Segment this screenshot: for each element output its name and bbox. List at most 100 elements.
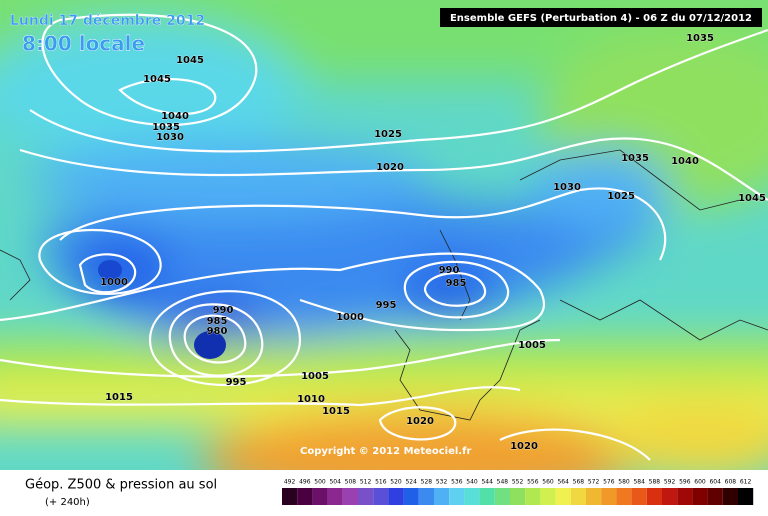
isobar-label: 1030 — [156, 132, 184, 143]
isobar-label: 1045 — [143, 74, 171, 85]
scale-swatch — [494, 488, 510, 505]
scale-swatch — [692, 488, 708, 505]
isobar-label: 1000 — [336, 312, 364, 323]
scale-swatch — [722, 488, 738, 505]
scale-label: 536 — [451, 479, 463, 486]
scale-swatch — [570, 488, 586, 505]
scale-swatch — [449, 488, 465, 505]
scale-label: 564 — [557, 479, 569, 486]
isobar-label: 1020 — [510, 441, 538, 452]
scale-swatch — [282, 488, 298, 505]
isobar-label: 1040 — [161, 111, 189, 122]
isobar-label: 1025 — [607, 191, 635, 202]
isobar-label: 1015 — [105, 392, 133, 403]
scale-swatch — [601, 488, 617, 505]
isobar-label: 1005 — [301, 371, 329, 382]
isobar-label: 1035 — [686, 33, 714, 44]
scale-label: 600 — [694, 479, 706, 486]
scale-swatch — [586, 488, 602, 505]
scale-label: 500 — [314, 479, 326, 486]
scale-label: 532 — [436, 479, 448, 486]
model-label: Ensemble GEFS (Perturbation 4) - 06 Z du… — [450, 13, 752, 24]
scale-label: 560 — [542, 479, 554, 486]
scale-label: 512 — [360, 479, 372, 486]
scale-label: 568 — [573, 479, 585, 486]
isobar-label: 990 — [439, 265, 460, 276]
isobar-label: 1035 — [152, 122, 180, 133]
scale-label: 612 — [740, 479, 752, 486]
footer-title: Géop. Z500 & pression au sol — [25, 478, 217, 493]
isobar-label: 985 — [446, 278, 467, 289]
isobar-label: 1000 — [100, 277, 128, 288]
scale-swatch — [312, 488, 328, 505]
isobar-label: 1020 — [376, 162, 404, 173]
isobar-label: 990 — [213, 305, 234, 316]
scale-swatch — [555, 488, 571, 505]
scale-swatch — [540, 488, 556, 505]
scale-label: 604 — [709, 479, 721, 486]
scale-label: 544 — [481, 479, 493, 486]
model-box — [440, 8, 762, 27]
time-title: 8:00 locale — [22, 32, 145, 56]
isobar-label: 1025 — [374, 129, 402, 140]
scale-label: 540 — [466, 479, 478, 486]
scale-label: 504 — [329, 479, 341, 486]
coastlines — [0, 149, 768, 421]
scale-swatch — [510, 488, 526, 505]
scale-label: 548 — [497, 479, 509, 486]
scale-label: 552 — [512, 479, 524, 486]
isobar-label: 995 — [226, 377, 247, 388]
isobar-label: 1035 — [621, 153, 649, 164]
scale-label: 596 — [679, 479, 691, 486]
isobar-label: 1020 — [406, 416, 434, 427]
scale-label: 576 — [603, 479, 615, 486]
isobars — [0, 13, 768, 461]
isobar-label: 1030 — [553, 182, 581, 193]
scale-label: 580 — [618, 479, 630, 486]
scale-swatch — [631, 488, 647, 505]
scale-swatch — [707, 488, 723, 505]
scale-label: 496 — [299, 479, 311, 486]
scale-swatch — [434, 488, 450, 505]
scale-label: 524 — [405, 479, 417, 486]
scale-swatch — [662, 488, 678, 505]
scale-swatch — [418, 488, 434, 505]
isobar-label: 995 — [376, 300, 397, 311]
scale-label: 588 — [649, 479, 661, 486]
footer-lead: (+ 240h) — [45, 497, 90, 508]
scale-swatch — [525, 488, 541, 505]
scale-swatch — [479, 488, 495, 505]
scale-label: 528 — [421, 479, 433, 486]
scale-swatch — [616, 488, 632, 505]
isobar-label: 1040 — [671, 156, 699, 167]
scale-swatch — [677, 488, 693, 505]
color-scale: 492 496 500 504 508 512 516 520 524 528 532 536 540 5… — [282, 479, 754, 505]
scale-label: 520 — [390, 479, 402, 486]
scale-swatch — [342, 488, 358, 505]
isobar-label: 1010 — [297, 394, 325, 405]
scale-swatch — [646, 488, 662, 505]
copyright: Copyright © 2012 Meteociel.fr — [300, 446, 471, 457]
scale-swatch — [373, 488, 389, 505]
isobar-label: 985 — [207, 316, 228, 327]
scale-label: 584 — [633, 479, 645, 486]
isobar-label: 980 — [207, 326, 228, 337]
scale-label: 572 — [588, 479, 600, 486]
scale-swatch — [464, 488, 480, 505]
scale-label: 592 — [664, 479, 676, 486]
scale-swatch — [388, 488, 404, 505]
scale-swatch — [403, 488, 419, 505]
scale-label: 492 — [284, 479, 296, 486]
isobar-label: 1015 — [322, 406, 350, 417]
date-title: Lundi 17 décembre 2012 — [10, 13, 205, 29]
isobar-label: 1045 — [176, 55, 204, 66]
isobar-label: 1045 — [738, 193, 766, 204]
isobar-label: 1005 — [518, 340, 546, 351]
scale-label: 608 — [725, 479, 737, 486]
scale-swatch — [738, 488, 754, 505]
scale-swatch — [327, 488, 343, 505]
scale-label: 516 — [375, 479, 387, 486]
scale-label: 556 — [527, 479, 539, 486]
